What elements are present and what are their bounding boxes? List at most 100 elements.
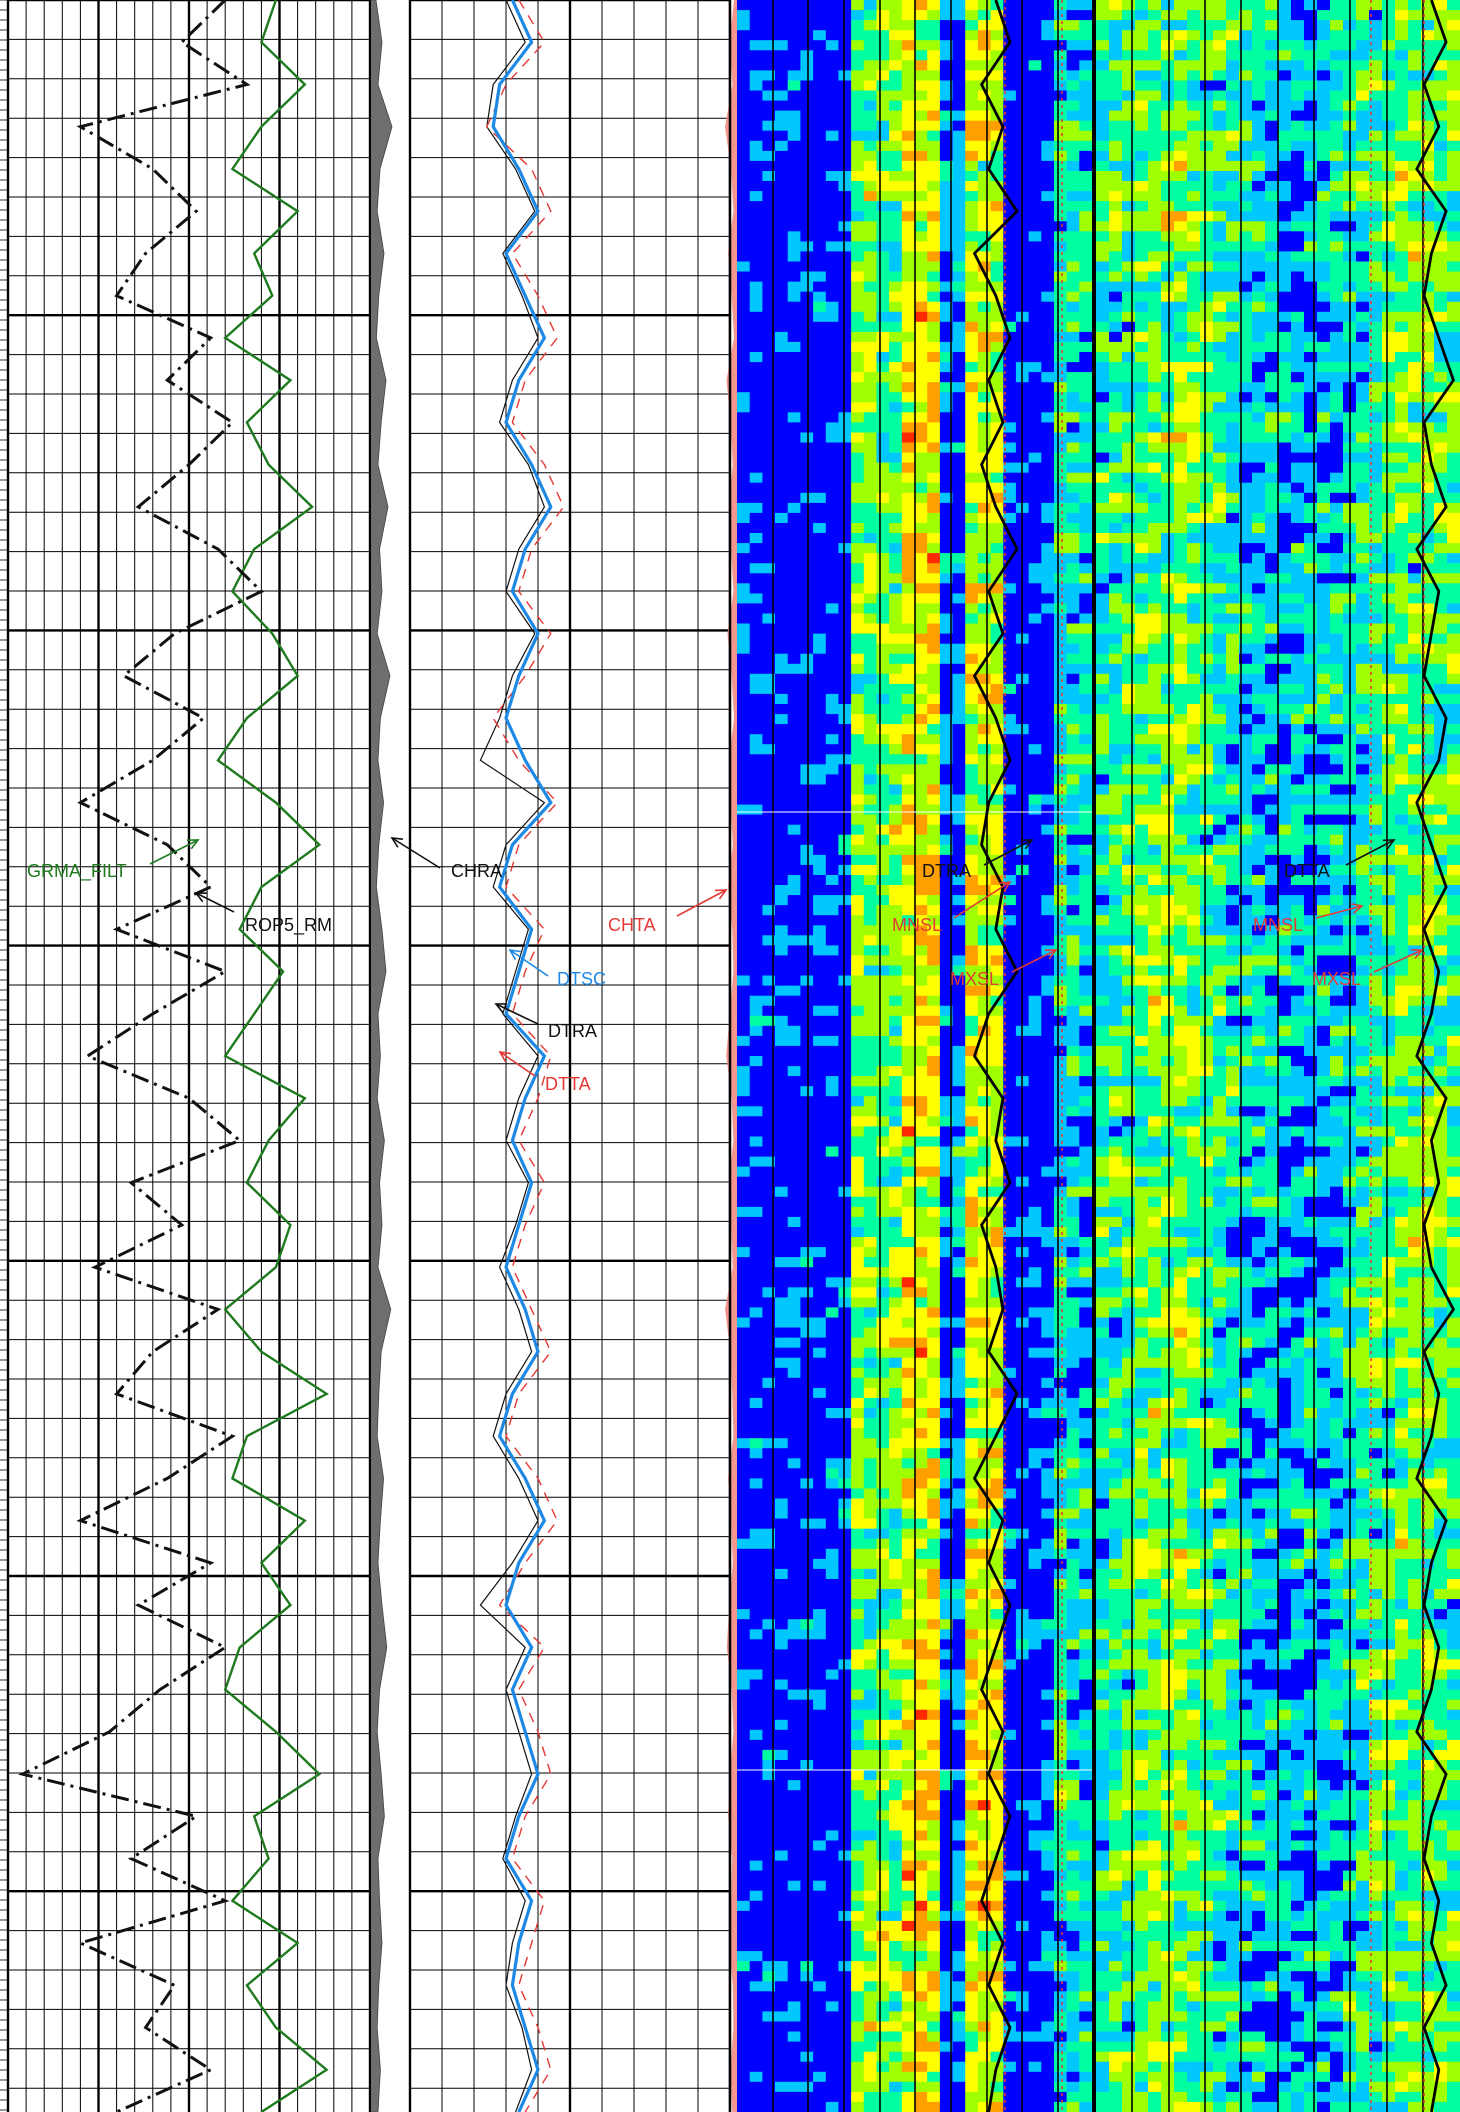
track-5-coherence-cell xyxy=(737,764,751,775)
track-5-coherence-cell xyxy=(800,181,814,192)
track-5-coherence-cell xyxy=(876,563,890,574)
track-5-coherence-cell xyxy=(775,774,789,786)
track-5-coherence-cell xyxy=(800,1126,814,1138)
track-5-coherence-cell xyxy=(939,422,954,434)
track-5-coherence-cell xyxy=(965,472,979,484)
track-5-coherence-cell xyxy=(1003,945,1017,957)
track-5-coherence-cell xyxy=(838,1106,852,1117)
track-5-coherence-cell xyxy=(800,412,814,423)
track-5-coherence-cell xyxy=(952,965,966,977)
track-5-coherence-cell xyxy=(1079,734,1093,745)
track-5-coherence-cell xyxy=(927,1589,941,1600)
track-5-coherence-cell xyxy=(889,492,903,504)
track-5-coherence-cell xyxy=(965,864,979,876)
track-5-coherence-cell xyxy=(762,130,776,142)
track-5-coherence-cell xyxy=(1054,854,1068,866)
track-5-coherence-cell xyxy=(889,1458,903,1469)
track-5-coherence-cell xyxy=(762,543,776,554)
track-5-coherence-cell xyxy=(927,512,941,524)
track-5-coherence-cell xyxy=(1041,512,1055,524)
track-5-coherence-cell xyxy=(927,462,941,474)
track-5-coherence-cell xyxy=(939,1076,954,1087)
track-5-coherence-cell xyxy=(927,1227,941,1238)
track-5-coherence-cell xyxy=(1041,754,1055,765)
track-5-coherence-cell xyxy=(901,1025,916,1037)
track-5-coherence-cell xyxy=(927,814,941,826)
track-5-coherence-cell xyxy=(1041,1387,1055,1399)
track-5-coherence-cell xyxy=(914,412,928,423)
track-5-coherence-cell xyxy=(838,221,852,232)
track-5-coherence-cell xyxy=(851,895,865,906)
track-5-coherence-cell xyxy=(901,311,916,323)
track-5-coherence-cell xyxy=(876,281,890,293)
track-5-coherence-cell xyxy=(927,1015,941,1027)
track-5-coherence-cell xyxy=(977,211,992,222)
track-5-coherence-cell xyxy=(1066,854,1080,866)
track-5-coherence-cell xyxy=(762,382,776,393)
track-5-coherence-cell xyxy=(889,784,903,796)
track-5-coherence-cell xyxy=(863,1206,878,1218)
track-5-coherence-cell xyxy=(863,512,878,524)
track-5-coherence-cell xyxy=(825,80,840,92)
track-5-coherence-cell xyxy=(1041,1056,1055,1067)
track-5-coherence-cell xyxy=(1028,1619,1042,1630)
track-5-coherence-cell xyxy=(876,1619,890,1630)
track-5-coherence-cell xyxy=(927,523,941,534)
track-5-coherence-cell xyxy=(901,1146,916,1158)
track-5-coherence-cell xyxy=(1028,492,1042,504)
track-5-coherence-cell xyxy=(952,573,966,584)
track-5-coherence-cell xyxy=(939,372,954,383)
track-5-coherence-cell xyxy=(889,362,903,373)
track-5-coherence-cell xyxy=(952,1488,966,1500)
track-5-coherence-cell xyxy=(889,563,903,574)
track-5-coherence-cell xyxy=(813,120,827,132)
track-5-coherence-cell xyxy=(1054,442,1068,454)
track-5-coherence-cell xyxy=(901,643,916,655)
track-5-coherence-cell xyxy=(927,1639,941,1650)
track-5-coherence-cell xyxy=(1066,20,1080,31)
track-5-coherence-cell xyxy=(800,864,814,876)
track-5-coherence-cell xyxy=(977,774,992,786)
track-5-coherence-cell xyxy=(901,985,916,997)
track-5-coherence-cell xyxy=(977,10,992,21)
track-5-coherence-cell xyxy=(762,613,776,625)
track-5-coherence-cell xyxy=(749,1035,763,1047)
track-5-coherence-cell xyxy=(813,492,827,504)
track-5-coherence-cell xyxy=(977,20,992,31)
track-5-coherence-cell xyxy=(838,1227,852,1238)
track-5-coherence-cell xyxy=(965,452,979,464)
track-5-coherence-cell xyxy=(813,1548,827,1560)
track-5-coherence-cell xyxy=(876,1106,890,1117)
track-5-coherence-cell xyxy=(775,603,789,615)
track-5-coherence-cell xyxy=(863,1216,878,1228)
track-5-coherence-cell xyxy=(990,774,1004,786)
track-5-coherence-cell xyxy=(977,140,992,152)
track-5-coherence-cell xyxy=(737,80,751,92)
track-5-coherence-cell xyxy=(825,1538,840,1550)
track-5-coherence-cell xyxy=(1028,834,1042,846)
track-5-coherence-cell xyxy=(1041,331,1055,343)
track-5-coherence-cell xyxy=(1054,201,1068,212)
track-5-coherence-cell xyxy=(775,573,789,584)
track-5-coherence-cell xyxy=(876,885,890,896)
track-5-coherence-cell xyxy=(876,724,890,735)
track-5-coherence-cell xyxy=(1054,301,1068,313)
track-5-coherence-cell xyxy=(863,1337,878,1349)
track-5-coherence-cell xyxy=(1054,734,1068,745)
track-5-coherence-cell xyxy=(762,1126,776,1138)
track-5-coherence-cell xyxy=(737,20,751,31)
track-5-coherence-cell xyxy=(1079,1076,1093,1087)
track-5-coherence-cell xyxy=(1079,1538,1093,1550)
track-5-coherence-cell xyxy=(813,1418,827,1429)
track-5-coherence-cell xyxy=(737,1247,751,1258)
track-5-coherence-cell xyxy=(876,271,890,283)
track-5-coherence-cell xyxy=(851,643,865,655)
track-5-coherence-cell xyxy=(901,1005,916,1017)
track-5-coherence-cell xyxy=(1079,895,1093,906)
track-5-coherence-cell xyxy=(1041,613,1055,625)
track-5-coherence-cell xyxy=(901,50,916,61)
track-5-coherence-cell xyxy=(990,704,1004,715)
track-5-coherence-cell xyxy=(1066,744,1080,755)
track-5-coherence-cell xyxy=(952,1066,966,1077)
track-5-coherence-cell xyxy=(1041,593,1055,605)
